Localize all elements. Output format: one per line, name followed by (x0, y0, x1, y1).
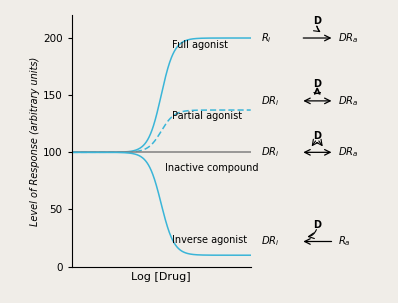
Text: D: D (313, 16, 321, 26)
Text: D: D (313, 79, 321, 89)
Text: D: D (313, 220, 321, 230)
Text: $R_i$: $R_i$ (261, 31, 271, 45)
Text: Inverse agonist: Inverse agonist (172, 235, 247, 245)
Text: $DR_i$: $DR_i$ (261, 94, 279, 108)
Text: $DR_a$: $DR_a$ (338, 94, 359, 108)
Text: $R_a$: $R_a$ (338, 235, 351, 248)
Text: Inactive compound: Inactive compound (165, 163, 258, 173)
Text: $DR_i$: $DR_i$ (261, 235, 279, 248)
Y-axis label: Level of Response (arbitrary units): Level of Response (arbitrary units) (30, 56, 40, 225)
X-axis label: Log [Drug]: Log [Drug] (131, 272, 191, 282)
Text: $DR_a$: $DR_a$ (338, 145, 359, 159)
Text: Partial agonist: Partial agonist (172, 111, 242, 121)
Text: Full agonist: Full agonist (172, 40, 228, 50)
Text: $DR_a$: $DR_a$ (338, 31, 359, 45)
Text: $DR_i$: $DR_i$ (261, 145, 279, 159)
Text: D: D (313, 131, 321, 141)
